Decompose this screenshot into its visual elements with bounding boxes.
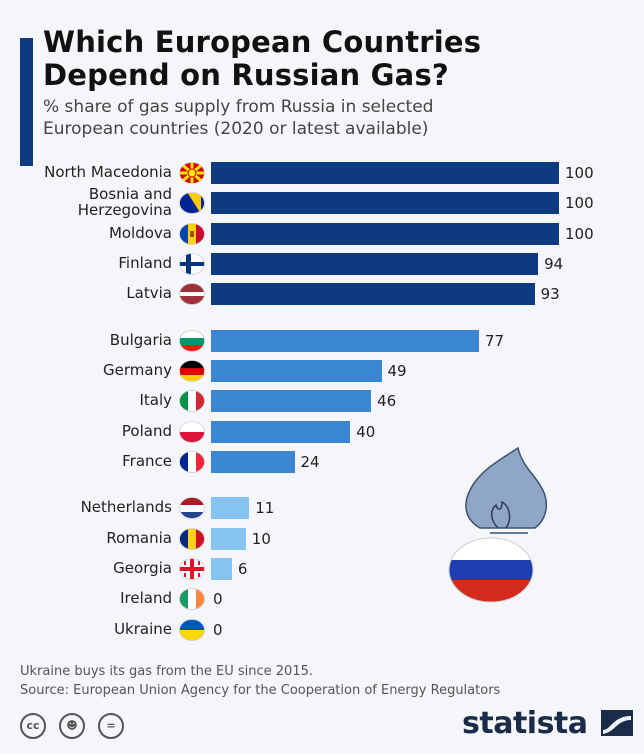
category-label: Romania <box>106 529 172 547</box>
data-label: 93 <box>540 285 560 303</box>
bar <box>211 528 246 550</box>
subtitle-line-1: % share of gas supply from Russia in sel… <box>43 97 434 117</box>
label-line: Herzegovina <box>77 201 172 219</box>
data-label: 0 <box>213 621 223 639</box>
category-label: Netherlands <box>80 498 172 516</box>
germany-flag-icon <box>179 360 205 382</box>
category-label: Latvia <box>126 284 172 302</box>
no-derivatives-icon[interactable]: = <box>98 713 124 739</box>
data-label: 49 <box>387 362 407 380</box>
france-flag-icon <box>179 451 205 473</box>
latvia-flag-icon <box>179 283 205 305</box>
category-label: Moldova <box>108 224 172 242</box>
category-label: North Macedonia <box>44 163 172 181</box>
category-label: France <box>122 452 172 470</box>
footnote: Ukraine buys its gas from the EU since 2… <box>20 664 313 679</box>
data-label: 100 <box>565 164 594 182</box>
poland-flag-icon <box>179 421 205 443</box>
source-link[interactable]: Source: European Union Agency for the Co… <box>20 683 501 698</box>
data-label: 10 <box>251 530 271 548</box>
bar <box>211 223 559 245</box>
bar <box>211 390 372 412</box>
category-label: Ireland <box>120 589 172 607</box>
category-label: Germany <box>103 361 172 379</box>
title-line-2: Depend on Russian Gas? <box>43 58 449 92</box>
bar <box>211 162 559 184</box>
data-label: 11 <box>255 499 275 517</box>
romania-flag-icon <box>179 528 205 550</box>
title-accent-bar <box>20 38 33 166</box>
data-label: 46 <box>377 392 397 410</box>
data-label: 100 <box>565 194 594 212</box>
bar <box>211 192 559 214</box>
north-macedonia-flag-icon <box>179 162 205 184</box>
bar <box>211 497 250 519</box>
moldova-flag-icon <box>179 223 205 245</box>
brand-name: statista <box>462 706 588 741</box>
netherlands-flag-icon <box>179 497 205 519</box>
bosnia-flag-icon <box>179 192 205 214</box>
data-label: 40 <box>356 423 376 441</box>
data-label: 94 <box>544 255 564 273</box>
georgia-flag-icon <box>179 558 205 580</box>
bar <box>211 283 535 305</box>
title-line-1: Which European Countries <box>43 25 482 59</box>
bar <box>211 421 351 443</box>
bar <box>211 360 382 382</box>
bar <box>211 558 232 580</box>
ukraine-flag-icon <box>179 619 205 641</box>
bar <box>211 451 295 473</box>
data-label: 24 <box>300 453 320 471</box>
russia-flag-icon <box>449 538 533 602</box>
bar <box>211 253 539 275</box>
category-label: Bosnia and Herzegovina <box>78 186 172 218</box>
label-line: Bosnia and <box>88 185 172 203</box>
bar <box>211 330 479 352</box>
attribution-icon[interactable]: ☻ <box>59 713 85 739</box>
category-label: Georgia <box>113 559 172 577</box>
category-label: Italy <box>139 391 172 409</box>
data-label: 100 <box>565 225 594 243</box>
cc-icon[interactable]: cc <box>20 713 46 739</box>
category-label: Finland <box>118 254 172 272</box>
category-label: Ukraine <box>114 620 172 638</box>
statista-logo[interactable]: statista <box>462 706 634 741</box>
data-label: 0 <box>213 590 223 608</box>
category-label: Bulgaria <box>109 331 172 349</box>
flame-icon <box>465 446 547 529</box>
category-label: Poland <box>121 422 172 440</box>
chart-title: Which European Countries Depend on Russi… <box>43 26 481 92</box>
italy-flag-icon <box>179 390 205 412</box>
ireland-flag-icon <box>179 588 205 610</box>
gas-flame-russia-flag-icon <box>448 446 547 603</box>
subtitle-line-2: European countries (2020 or latest avail… <box>43 119 429 139</box>
bulgaria-flag-icon <box>179 330 205 352</box>
data-label: 6 <box>237 560 248 578</box>
finland-flag-icon <box>179 253 205 275</box>
chart-subtitle: % share of gas supply from Russia in sel… <box>43 96 433 140</box>
data-label: 77 <box>484 332 505 350</box>
statista-logo-icon <box>601 710 634 736</box>
